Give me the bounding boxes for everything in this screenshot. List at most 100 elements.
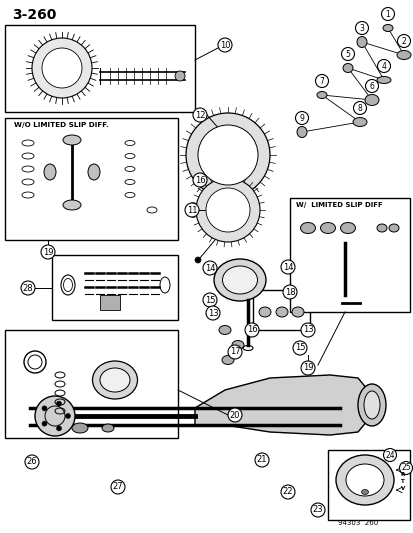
Text: 26: 26 bbox=[26, 457, 37, 466]
Circle shape bbox=[315, 75, 328, 87]
Circle shape bbox=[206, 188, 249, 232]
Text: 1: 1 bbox=[385, 10, 389, 19]
Circle shape bbox=[292, 341, 306, 355]
Circle shape bbox=[377, 60, 389, 72]
Circle shape bbox=[300, 361, 314, 375]
Circle shape bbox=[282, 285, 296, 299]
Ellipse shape bbox=[63, 135, 81, 145]
Bar bbox=[5, 118, 178, 240]
Ellipse shape bbox=[100, 368, 130, 392]
Circle shape bbox=[42, 48, 82, 88]
Circle shape bbox=[382, 448, 396, 462]
Circle shape bbox=[185, 203, 199, 217]
Polygon shape bbox=[195, 375, 371, 435]
Circle shape bbox=[111, 480, 125, 494]
Circle shape bbox=[197, 125, 257, 185]
Ellipse shape bbox=[320, 222, 335, 233]
Text: 16: 16 bbox=[246, 326, 257, 335]
Text: W/  LIMITED SLIP DIFF: W/ LIMITED SLIP DIFF bbox=[295, 202, 382, 208]
Ellipse shape bbox=[221, 356, 233, 365]
Text: 14: 14 bbox=[282, 262, 292, 271]
Text: 8: 8 bbox=[357, 103, 361, 112]
Ellipse shape bbox=[396, 51, 410, 60]
Ellipse shape bbox=[345, 464, 383, 496]
Ellipse shape bbox=[335, 455, 393, 505]
Circle shape bbox=[32, 38, 92, 98]
Circle shape bbox=[295, 111, 308, 125]
Ellipse shape bbox=[339, 222, 355, 233]
Text: 4: 4 bbox=[381, 61, 385, 70]
Ellipse shape bbox=[361, 489, 368, 495]
Circle shape bbox=[353, 101, 366, 115]
Ellipse shape bbox=[357, 384, 385, 426]
Ellipse shape bbox=[296, 126, 306, 138]
Circle shape bbox=[195, 257, 201, 263]
Bar bbox=[52, 255, 178, 320]
Circle shape bbox=[192, 108, 206, 122]
Ellipse shape bbox=[364, 94, 378, 106]
Circle shape bbox=[341, 47, 354, 61]
Circle shape bbox=[41, 245, 55, 259]
Ellipse shape bbox=[72, 423, 88, 433]
Circle shape bbox=[42, 421, 47, 426]
Circle shape bbox=[380, 7, 394, 20]
Text: 17: 17 bbox=[229, 348, 240, 357]
Ellipse shape bbox=[63, 200, 81, 210]
Ellipse shape bbox=[316, 92, 326, 99]
Text: 28: 28 bbox=[23, 284, 33, 293]
Text: 14: 14 bbox=[204, 263, 215, 272]
Circle shape bbox=[202, 261, 216, 275]
Circle shape bbox=[175, 71, 185, 81]
Ellipse shape bbox=[44, 164, 56, 180]
Bar bbox=[5, 25, 195, 112]
Circle shape bbox=[202, 293, 216, 307]
Text: 10: 10 bbox=[219, 41, 230, 50]
Text: 11: 11 bbox=[186, 206, 197, 214]
Bar bbox=[5, 330, 178, 438]
Circle shape bbox=[300, 323, 314, 337]
Circle shape bbox=[254, 453, 268, 467]
Circle shape bbox=[396, 35, 410, 47]
Text: 20: 20 bbox=[229, 410, 240, 419]
Text: 19: 19 bbox=[43, 247, 53, 256]
Text: 13: 13 bbox=[302, 326, 313, 335]
Ellipse shape bbox=[291, 307, 303, 317]
Text: 18: 18 bbox=[284, 287, 294, 296]
Circle shape bbox=[185, 113, 269, 197]
Circle shape bbox=[244, 323, 259, 337]
Text: 19: 19 bbox=[302, 364, 313, 373]
Ellipse shape bbox=[222, 266, 257, 294]
Circle shape bbox=[228, 345, 242, 359]
Text: 12: 12 bbox=[194, 110, 205, 119]
Ellipse shape bbox=[231, 341, 243, 350]
Ellipse shape bbox=[376, 77, 390, 84]
Text: W/O LIMITED SLIP DIFF.: W/O LIMITED SLIP DIFF. bbox=[14, 122, 109, 128]
Circle shape bbox=[399, 462, 411, 474]
Text: 27: 27 bbox=[112, 482, 123, 491]
Circle shape bbox=[310, 503, 324, 517]
Text: V: V bbox=[400, 487, 404, 491]
Text: T: T bbox=[400, 480, 404, 484]
Text: 9: 9 bbox=[299, 114, 304, 123]
Text: R: R bbox=[400, 472, 404, 478]
Circle shape bbox=[355, 21, 368, 35]
Bar bbox=[327, 450, 409, 520]
Circle shape bbox=[365, 79, 377, 93]
Text: 22: 22 bbox=[282, 488, 292, 497]
Text: 3-260: 3-260 bbox=[12, 8, 56, 22]
Text: 2: 2 bbox=[401, 36, 406, 45]
Text: 7: 7 bbox=[319, 77, 324, 85]
Text: 94303  260: 94303 260 bbox=[337, 520, 377, 526]
Circle shape bbox=[280, 485, 294, 499]
Ellipse shape bbox=[342, 63, 352, 72]
Circle shape bbox=[57, 426, 62, 431]
Circle shape bbox=[280, 260, 294, 274]
Ellipse shape bbox=[356, 36, 366, 47]
Text: 15: 15 bbox=[204, 295, 215, 304]
Ellipse shape bbox=[376, 224, 386, 232]
Ellipse shape bbox=[214, 259, 266, 301]
Circle shape bbox=[65, 414, 70, 418]
Circle shape bbox=[35, 396, 75, 436]
Ellipse shape bbox=[218, 326, 230, 335]
Text: 21: 21 bbox=[256, 456, 267, 464]
